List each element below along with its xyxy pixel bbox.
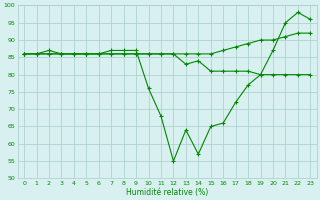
X-axis label: Humidité relative (%): Humidité relative (%) [126, 188, 208, 197]
